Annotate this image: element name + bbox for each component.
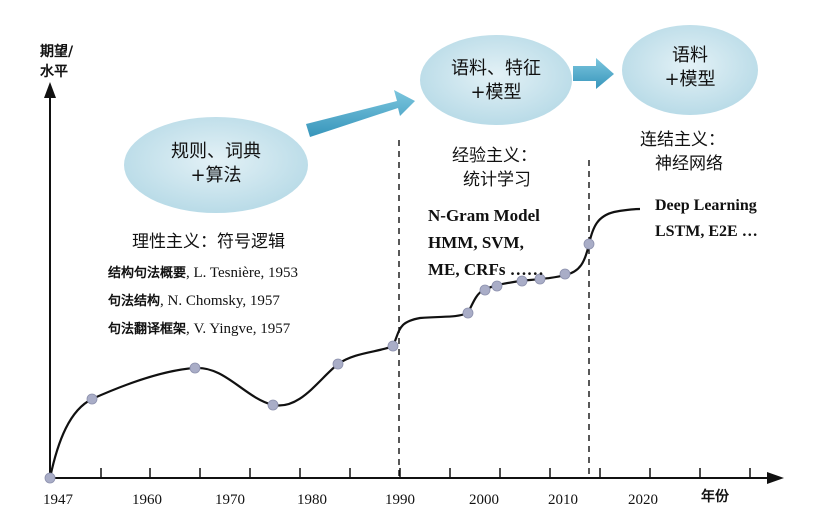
rationalism-title: 理性主义：符号逻辑 (132, 232, 285, 252)
bubble-models (622, 25, 758, 115)
x-tick-label: 2000 (469, 492, 499, 508)
milestone-dot (462, 307, 474, 319)
milestone-dot (534, 273, 546, 285)
milestone-dot (516, 275, 528, 287)
empiricism-method: HMM, SVM, (428, 233, 524, 252)
bubble-rules-text: 规则、词典 +算法 (136, 140, 296, 189)
milestone-dot (559, 268, 571, 280)
milestone-dot (491, 280, 503, 292)
milestone-dot (332, 358, 344, 370)
bubble-rules-line1: 规则、词典 (171, 141, 261, 162)
y-axis-arrowhead (44, 82, 56, 98)
x-tick-label: 1970 (215, 492, 245, 508)
expectation-curve (48, 207, 641, 479)
milestone-dot (44, 472, 56, 484)
connectionism-method: LSTM, E2E … (655, 223, 758, 240)
bubble-features-line1: 语料、特征 (451, 58, 541, 79)
rationalism-ref: 句法翻译框架, V. Yingve, 1957 (108, 321, 291, 337)
x-tick-label: 2020 (628, 492, 658, 508)
connectionism-method: Deep Learning (655, 197, 757, 214)
progress-arrow-1 (306, 90, 415, 137)
bubble-features-line2: +模型 (470, 82, 522, 104)
bubble-models-line2: +模型 (664, 69, 716, 91)
rationalism-ref: 结构句法概要, L. Tesnière, 1953 (108, 265, 298, 281)
bubble-rules (124, 117, 308, 213)
connectionism-title-line2: 神经网络 (655, 154, 723, 174)
empiricism-title-line2: 统计学习 (463, 170, 531, 190)
bubble-models-text: 语料 +模型 (640, 44, 740, 93)
milestone-dot (479, 284, 491, 296)
milestone-dot (583, 238, 595, 250)
x-tick-label: 1960 (132, 492, 162, 508)
bubble-features (420, 35, 572, 125)
x-tick-label: 1947 (43, 492, 73, 508)
x-axis-label: 年份 (701, 489, 729, 505)
x-axis-arrowhead (767, 472, 784, 484)
milestone-dot (86, 393, 98, 405)
milestone-dots (44, 238, 595, 484)
x-tick-label: 2010 (548, 492, 578, 508)
empiricism-method: ME, CRFs …… (428, 260, 544, 279)
milestone-dot (189, 362, 201, 374)
connectionism-title-line1: 连结主义： (640, 130, 725, 150)
y-axis-label-line2: 水平 (40, 64, 68, 80)
progress-arrow-2 (573, 58, 614, 89)
x-axis-tick-marks (100, 468, 751, 478)
empiricism-method: N-Gram Model (428, 206, 540, 225)
y-axis-label-line1: 期望/ (40, 44, 74, 60)
rationalism-ref: 句法结构, N. Chomsky, 1957 (108, 293, 280, 309)
bubble-models-line1: 语料 (672, 45, 708, 66)
x-tick-label: 1990 (385, 492, 415, 508)
x-tick-label: 1980 (297, 492, 327, 508)
empiricism-title-line1: 经验主义： (452, 146, 537, 166)
bubble-rules-line2: +算法 (190, 165, 242, 187)
bubble-features-text: 语料、特征 +模型 (426, 57, 566, 106)
milestone-dot (387, 340, 399, 352)
milestone-dot (267, 399, 279, 411)
